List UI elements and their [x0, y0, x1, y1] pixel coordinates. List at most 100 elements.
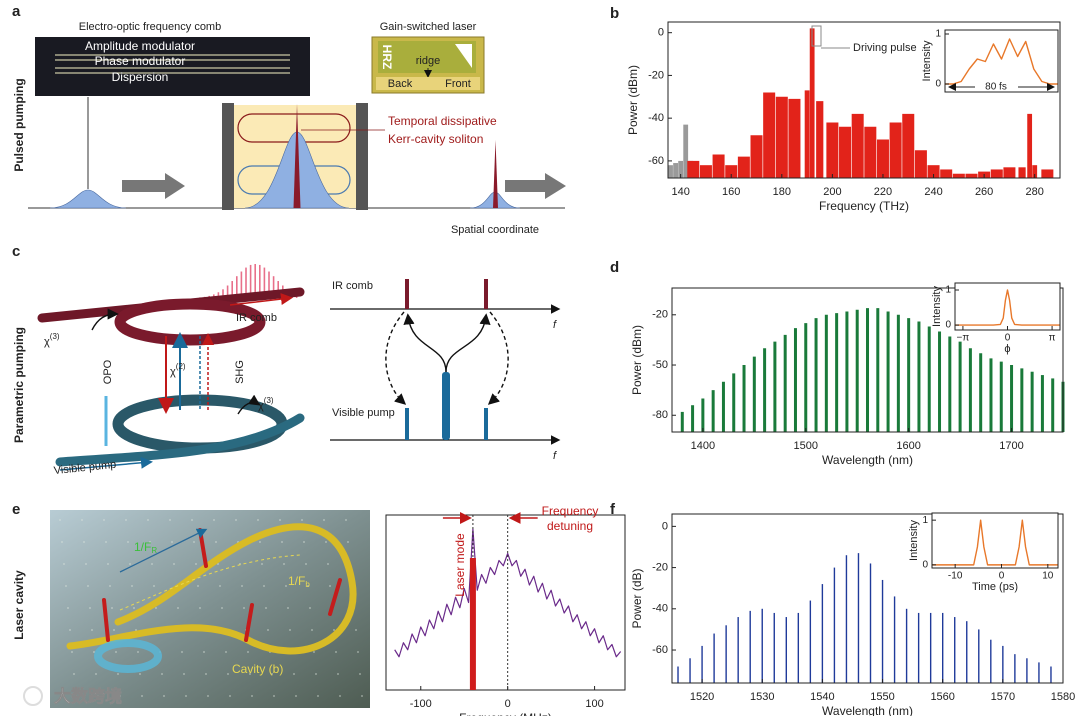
x-axis-label: Frequency (MHz): [459, 711, 552, 716]
ir-ring: [114, 298, 266, 346]
soliton-label: Kerr-cavity soliton: [388, 132, 483, 146]
plot-frame: [931, 512, 1059, 569]
dot: [181, 651, 183, 653]
chi-label: χ(2): [170, 362, 186, 378]
dot: [315, 673, 317, 675]
x-tick-label: 1400: [691, 440, 715, 452]
comb-title: Electro-optic frequency comb: [79, 21, 221, 33]
laser-title: Gain-switched laser: [380, 21, 477, 33]
cavity-render: [50, 510, 370, 708]
subscript: R: [151, 546, 157, 555]
x-tick-label: 240: [924, 186, 942, 198]
dot: [295, 695, 297, 697]
dot: [345, 519, 347, 521]
order: (2): [176, 362, 186, 371]
dot: [71, 651, 73, 653]
dot: [153, 585, 155, 587]
order: (3): [50, 332, 60, 341]
dot: [199, 607, 201, 609]
y-axis-label: Power (dB): [630, 568, 644, 628]
y-tick-label: -40: [652, 603, 668, 615]
x-tick-label: 260: [975, 186, 993, 198]
x-tick-label: 100: [585, 698, 603, 710]
dot: [149, 541, 151, 543]
y-tick-label: -80: [652, 409, 668, 421]
dot: [59, 519, 61, 521]
y-axis-label: Intensity: [921, 40, 933, 81]
soliton-label: Temporal dissipative: [388, 114, 497, 128]
dot: [63, 563, 65, 565]
rate: 1/F: [134, 540, 151, 554]
dot: [303, 541, 305, 543]
axis-label: f: [553, 319, 557, 331]
comb-photo: [35, 37, 310, 96]
order: (3): [264, 396, 274, 405]
dot: [267, 629, 269, 631]
plot-frame: [667, 21, 1061, 179]
modulator-label: Amplitude modulator: [85, 39, 195, 53]
scheme-label: IR comb: [332, 280, 373, 292]
x-axis-label: Wavelength (nm): [822, 704, 913, 716]
watermark: 大数跨境: [54, 686, 122, 707]
dot: [203, 651, 205, 653]
dot: [103, 519, 105, 521]
conversion-arrow: [403, 313, 447, 373]
panel-label: e: [12, 501, 20, 518]
dot: [141, 695, 143, 697]
y-tick-label: 0: [935, 79, 941, 90]
x-tick-label: 1520: [690, 691, 714, 703]
shg-arrow: [487, 311, 509, 405]
spectrum-line: [955, 289, 1060, 326]
dot: [177, 607, 179, 609]
y-tick-label: 1: [945, 285, 951, 296]
y-axis-label: Power (dBm): [630, 325, 644, 395]
dot: [213, 519, 215, 521]
pump-line: [405, 408, 409, 440]
dot: [73, 673, 75, 675]
x-tick-label: -10: [948, 571, 963, 582]
dot: [185, 695, 187, 697]
dot: [65, 585, 67, 587]
laser-mode: [469, 558, 476, 690]
dot: [61, 541, 63, 543]
rate-label: 1/FR: [134, 540, 157, 555]
cavity-label: Cavity (b): [232, 662, 283, 676]
inset-background: [932, 513, 1058, 568]
dot: [85, 563, 87, 565]
y-tick-label: -20: [652, 309, 668, 321]
dot: [357, 651, 359, 653]
rate-label: 1/Fb: [288, 574, 310, 589]
dot: [329, 585, 331, 587]
waveguides: [55, 54, 290, 74]
arrow: [229, 293, 293, 306]
x-tick-label: 1600: [896, 440, 920, 452]
dot: [327, 563, 329, 565]
dot: [263, 585, 265, 587]
dot: [89, 607, 91, 609]
dot: [215, 541, 217, 543]
inset-background: [945, 30, 1058, 92]
chip-label: ridge: [416, 55, 440, 67]
dot: [75, 695, 77, 697]
mirror: [356, 103, 368, 210]
ir-line: [484, 279, 488, 309]
dot: [171, 541, 173, 543]
y-tick-label: 1: [922, 515, 928, 526]
chi: χ: [170, 366, 176, 378]
dot: [69, 629, 71, 631]
watermark-icon: [23, 686, 43, 706]
dot: [337, 673, 339, 675]
ring-label: OPO: [102, 359, 114, 384]
x-tick-label: 180: [773, 186, 791, 198]
dot: [163, 695, 165, 697]
dot: [147, 519, 149, 521]
dot: [117, 673, 119, 675]
dot: [235, 519, 237, 521]
y-tick-label: -40: [648, 112, 664, 124]
pump-line: [484, 408, 488, 440]
dot: [241, 585, 243, 587]
cavity-fiber: [66, 523, 357, 655]
dot: [95, 673, 97, 675]
